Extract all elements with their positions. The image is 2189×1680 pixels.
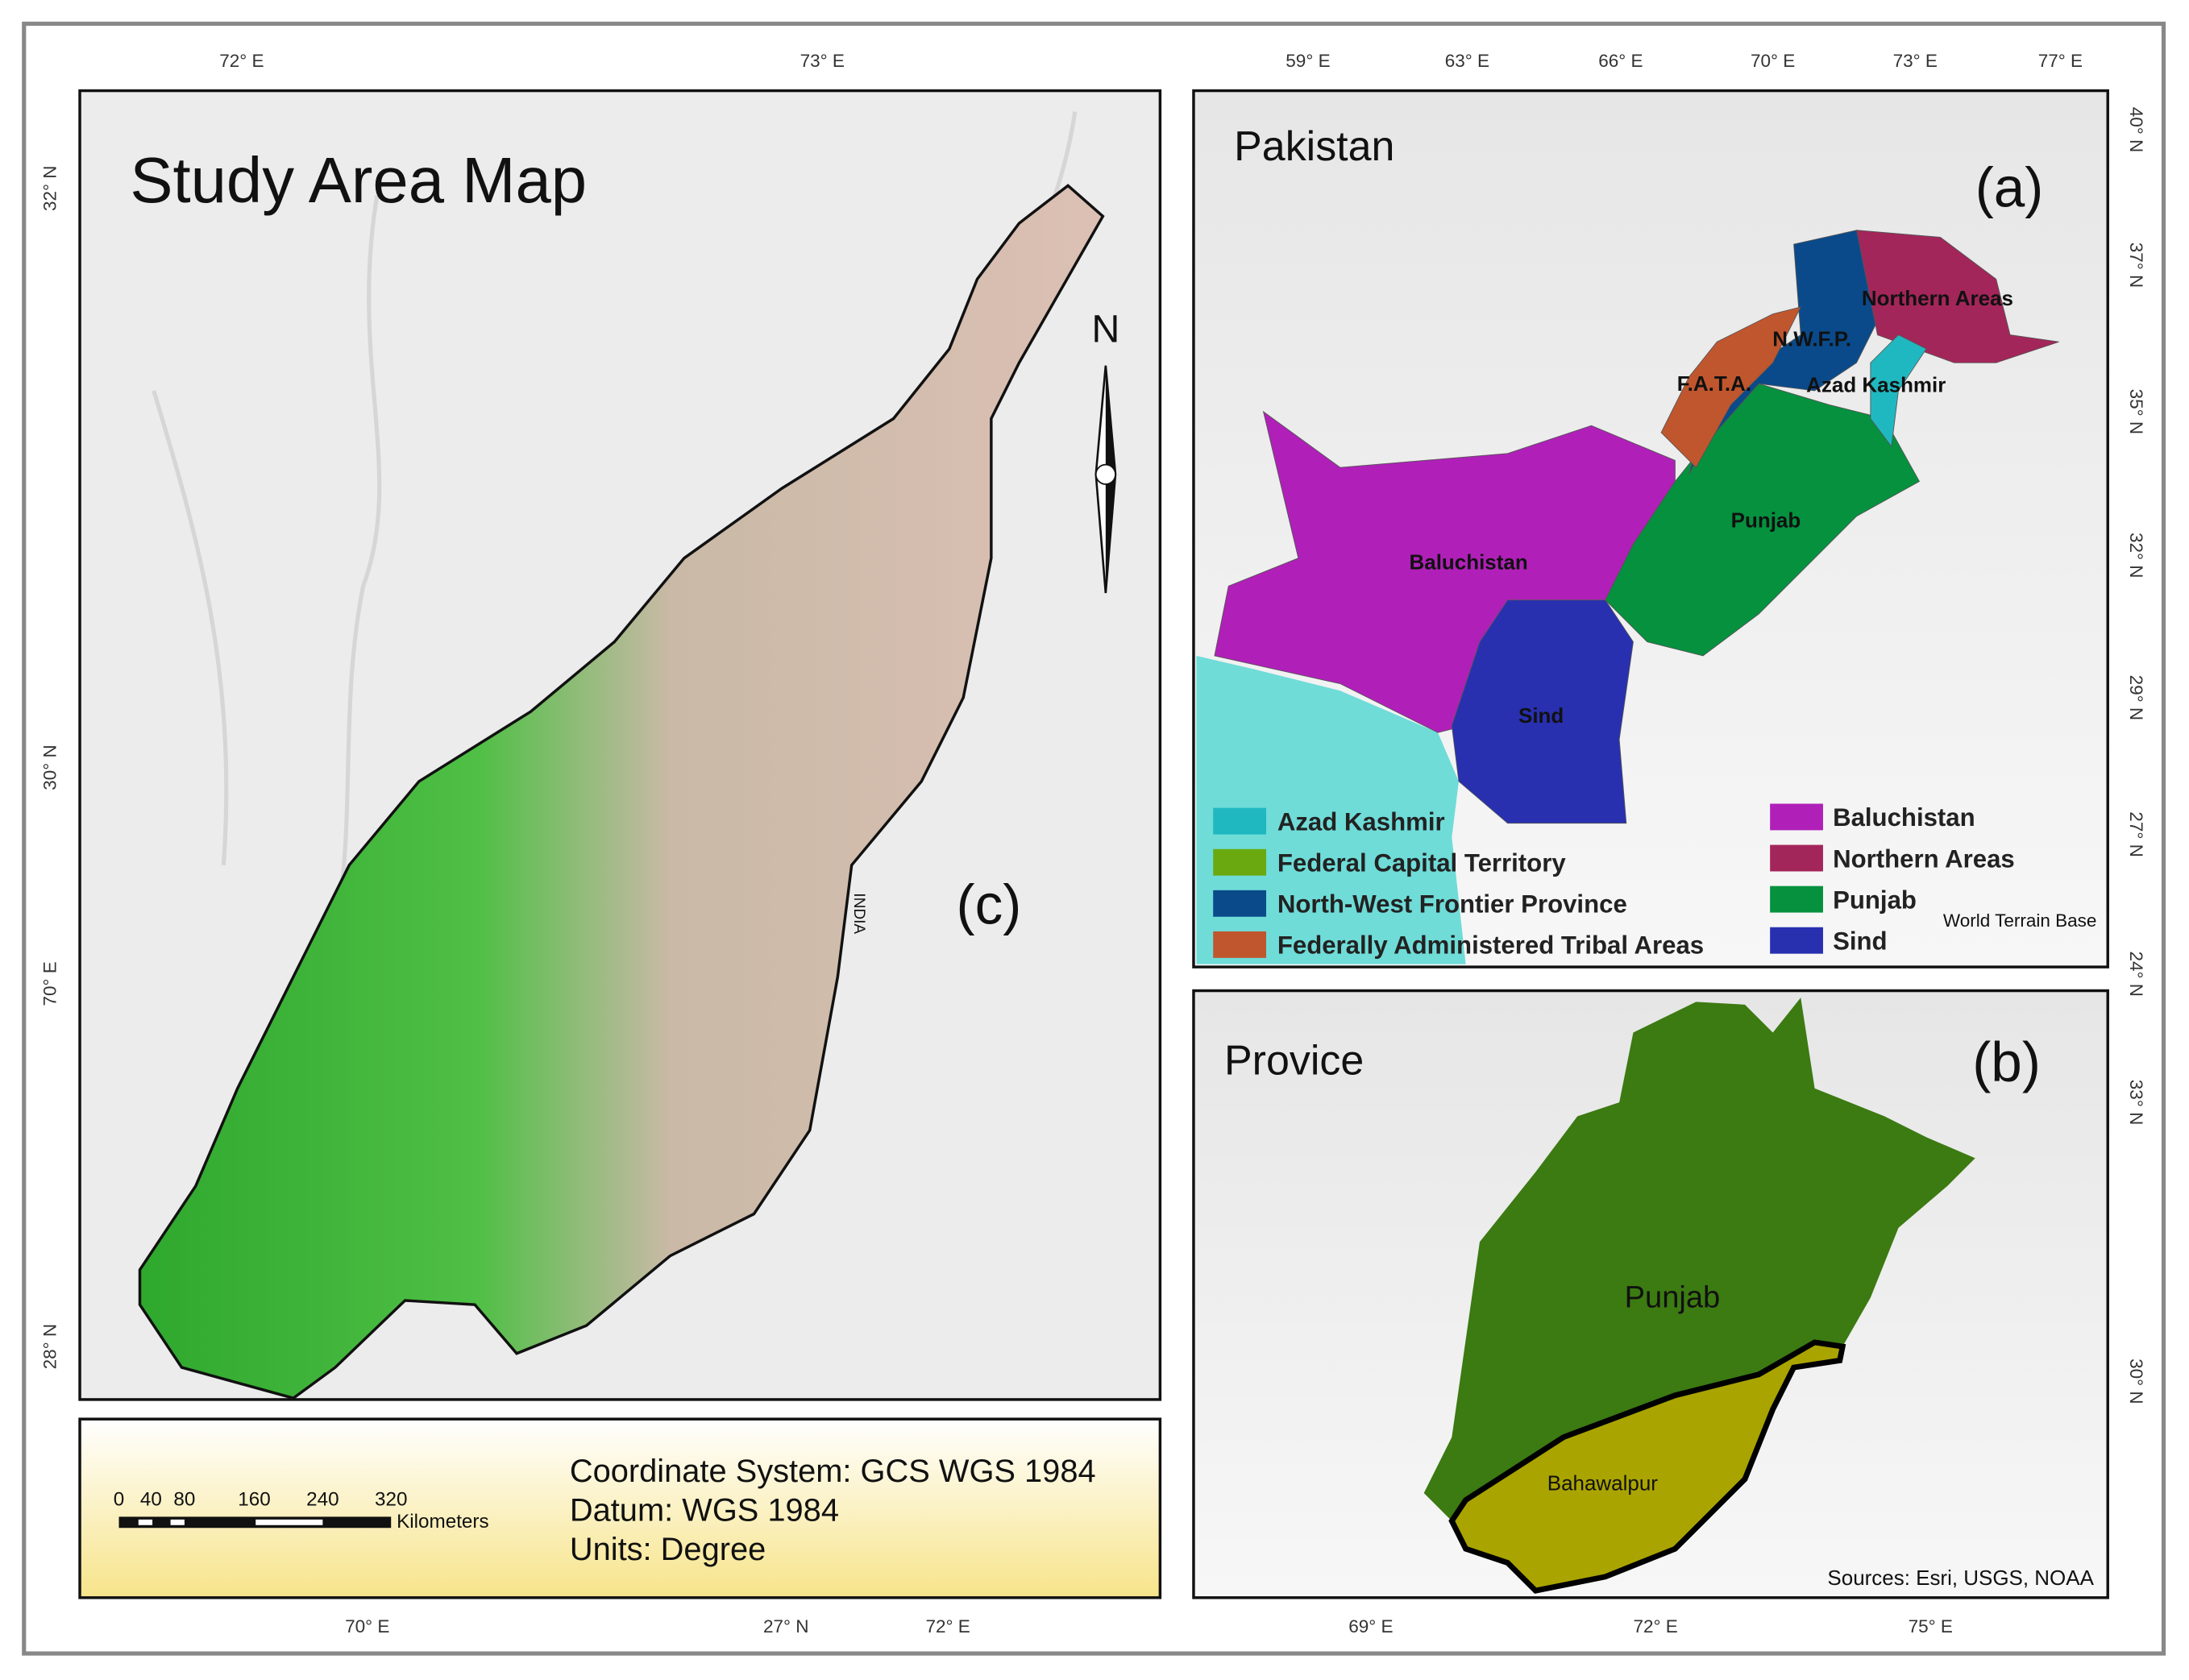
graticule-label: 66° E	[1598, 51, 1643, 71]
province-title: Provice	[1224, 1037, 1364, 1084]
sea	[1196, 655, 1466, 964]
region-label: Sind	[1518, 703, 1564, 728]
graticule-label: 29° N	[2126, 675, 2146, 721]
coordinate-system: Coordinate System: GCS WGS 1984	[570, 1454, 1096, 1489]
province-shape	[1870, 334, 1927, 448]
graticule-label: 28° N	[40, 1324, 60, 1370]
panel-label: (b)	[1972, 1031, 2041, 1093]
graticule-label: 73° E	[800, 51, 845, 71]
pakistan-title: Pakistan	[1234, 123, 1394, 170]
graticule-label: 32° N	[40, 166, 60, 212]
legend-label: Azad Kashmir	[1277, 807, 1445, 836]
scale-tick-label: 160	[238, 1489, 270, 1511]
province-shape	[1451, 599, 1634, 824]
scale-ticks: 0 40 80 160 240 320	[114, 1489, 408, 1511]
region-label: Punjab	[1731, 508, 1801, 533]
province-shape	[1660, 306, 1802, 468]
panel-label: (c)	[957, 873, 1022, 935]
graticule-label: 70° E	[40, 961, 60, 1006]
scale-bar-body	[118, 1516, 392, 1529]
info-box	[78, 1417, 1162, 1599]
source-credit: Sources: Esri, USGS, NOAA	[1827, 1566, 2094, 1590]
region-label: Bahawalpur	[1547, 1471, 1659, 1495]
legend-swatch	[1213, 890, 1267, 917]
legend-label: Sind	[1833, 927, 1888, 955]
graticule-label: 70° E	[1751, 51, 1795, 71]
graticule-label: 33° N	[2126, 1080, 2146, 1126]
legend-swatch	[1213, 807, 1267, 835]
scale-tick-label: 320	[375, 1489, 407, 1511]
region-label: Baluchistan	[1410, 550, 1528, 575]
legend-swatch	[1770, 803, 1823, 831]
scale-tick-label: 0	[114, 1489, 124, 1511]
graticule-label: 73° E	[1893, 51, 1938, 71]
north-arrow	[1094, 463, 1116, 485]
graticule-label: 63° E	[1445, 51, 1489, 71]
legend-swatch	[1770, 844, 1823, 872]
graticule-label: 27° N	[2126, 811, 2146, 857]
north-label: N	[1091, 307, 1119, 351]
scale-tick-label: 240	[306, 1489, 339, 1511]
study-area	[138, 184, 1105, 1400]
study-area-title: Study Area Map	[130, 144, 587, 216]
legend: Azad Kashmir Federal Capital Territory Nor…	[1213, 803, 2015, 960]
graticule-label: 72° E	[1634, 1616, 1678, 1636]
graticule-label: 32° N	[2126, 533, 2146, 579]
legend-label: Federal Capital Territory	[1277, 848, 1566, 877]
legend-swatch	[1770, 927, 1823, 954]
legend-label: Northern Areas	[1833, 844, 2015, 873]
basemap-credit: World Terrain Base	[1943, 911, 2097, 931]
scale-tick-label: 40	[140, 1489, 162, 1511]
scale-tick-label: 80	[173, 1489, 195, 1511]
scale-bar-segment	[255, 1519, 323, 1525]
graticule-label: 72° E	[219, 51, 264, 71]
legend-swatch	[1213, 848, 1267, 876]
legend-label: North-West Frontier Province	[1277, 890, 1627, 919]
region-label: Punjab	[1625, 1281, 1721, 1315]
graticule-label: 70° E	[345, 1616, 389, 1636]
panel-label: (a)	[1975, 156, 2044, 218]
region-label: F.A.T.A.	[1677, 371, 1751, 396]
graticule-label: 40° N	[2126, 107, 2146, 153]
region-label: N.W.F.P.	[1772, 326, 1851, 351]
bahawalpur-division	[1448, 1339, 1846, 1594]
graticule-label: 69° E	[1348, 1616, 1393, 1636]
graticule-label: 24° N	[2126, 951, 2146, 997]
graticule-label: 77° E	[2038, 51, 2083, 71]
country-watermark: INDIA	[850, 893, 867, 934]
graticule-label: 30° N	[2126, 1359, 2146, 1404]
graticule-label: 30° N	[40, 745, 60, 790]
graticule-label: 37° N	[2126, 243, 2146, 288]
scale-bar-segment	[170, 1519, 185, 1525]
legend-label: Baluchistan	[1833, 803, 1975, 832]
legend-swatch	[1213, 931, 1267, 958]
region-label: Azad Kashmir	[1806, 373, 1946, 397]
graticule-label: 75° E	[1909, 1616, 1953, 1636]
scale-unit: Kilometers	[397, 1511, 488, 1533]
graticule-label: 27° N	[763, 1616, 809, 1636]
graticule-label: 35° N	[2126, 389, 2146, 435]
graticule-label: 72° E	[926, 1616, 970, 1636]
region-label: Northern Areas	[1862, 286, 2013, 310]
legend-swatch	[1770, 886, 1823, 913]
scale-bar-segment	[138, 1519, 153, 1525]
province-shape	[1605, 383, 1921, 657]
datum: Datum: WGS 1984	[570, 1493, 839, 1529]
units: Units: Degree	[570, 1532, 766, 1567]
legend-label: Punjab	[1833, 886, 1917, 914]
pakistan-regions: Baluchistan Sind Punjab N.W.F.P. F.A.T.A. Nor…	[1214, 230, 2059, 824]
graticule-label: 59° E	[1286, 51, 1330, 71]
punjab-province	[1423, 998, 1975, 1521]
legend-label: Federally Administered Tribal Areas	[1277, 931, 1704, 960]
graticule-labels: 72° E 73° E 32° N 30° N 70° E 28° N 70° E 27° N…	[40, 51, 2146, 1636]
scale-bar	[118, 1516, 392, 1529]
